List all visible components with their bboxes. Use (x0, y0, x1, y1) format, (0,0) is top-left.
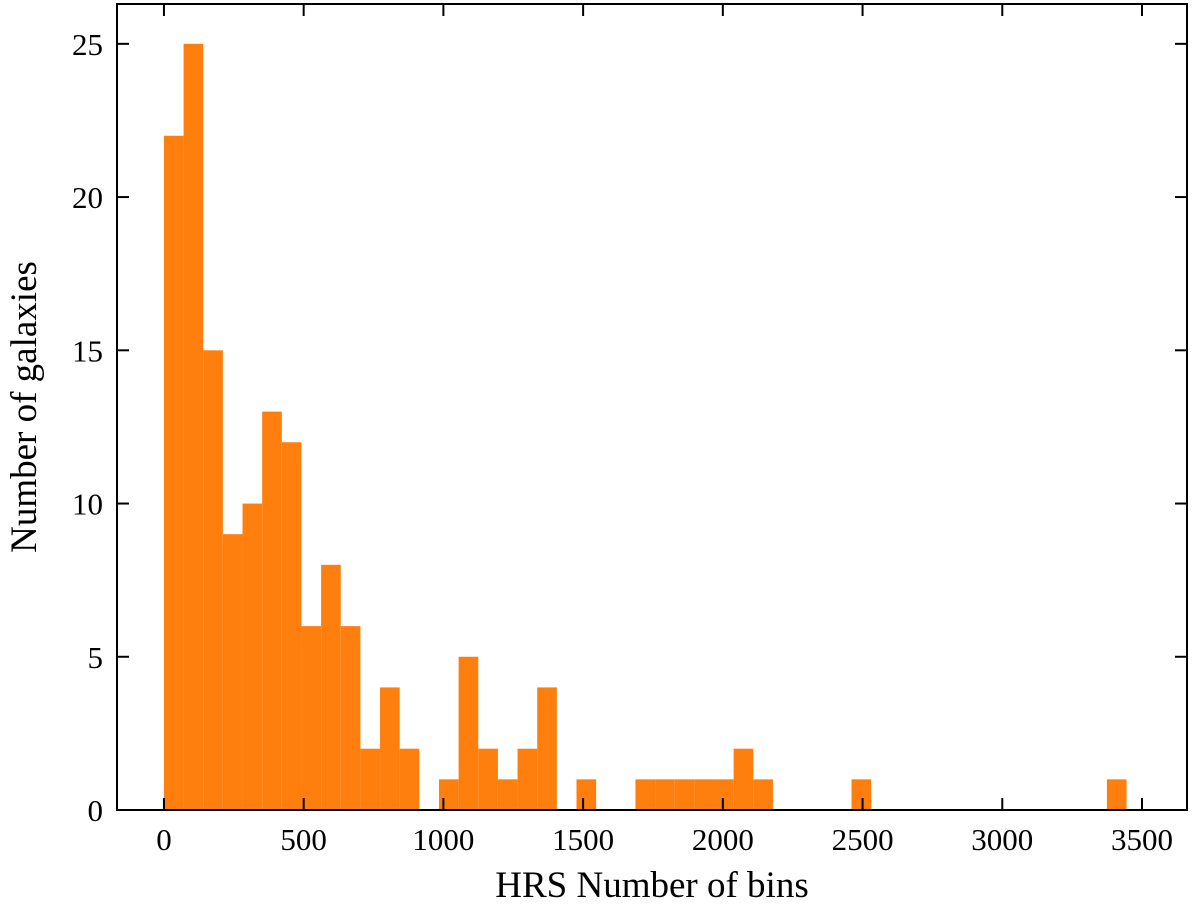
bar (733, 748, 754, 810)
bar (497, 779, 518, 810)
y-tick-label: 0 (88, 793, 104, 828)
bar (478, 748, 498, 810)
plot-frame (116, 3, 1188, 811)
bar (576, 779, 597, 810)
y-tick-label: 10 (72, 487, 103, 522)
x-tick-label: 1500 (552, 822, 614, 857)
x-tick-label: 0 (156, 822, 172, 857)
x-axis-label: HRS Number of bins (495, 865, 808, 906)
bar (537, 687, 557, 810)
bar (222, 534, 243, 810)
y-tick-label: 20 (72, 180, 103, 215)
bar (340, 626, 361, 810)
x-tick-label: 500 (280, 822, 327, 857)
bar (301, 626, 322, 810)
bar (458, 656, 479, 810)
y-axis-label: Number of galaxies (4, 261, 45, 553)
bar (163, 135, 184, 810)
bar (399, 748, 420, 810)
bar (262, 411, 282, 810)
x-tick-label: 2000 (692, 822, 754, 857)
bar (635, 779, 656, 810)
bar (517, 748, 538, 810)
bar (360, 748, 381, 810)
bar (380, 687, 400, 810)
y-tick-label: 5 (88, 640, 104, 675)
bar (321, 564, 341, 810)
x-tick-label: 3500 (1111, 822, 1173, 857)
bar (694, 779, 715, 810)
bar (714, 779, 734, 810)
bar (1106, 779, 1127, 810)
bar (242, 503, 263, 810)
bar (674, 779, 695, 810)
bar (753, 779, 773, 810)
x-tick-label: 3000 (971, 822, 1033, 857)
x-tick-label: 2500 (832, 822, 894, 857)
x-tick-label: 1000 (412, 822, 474, 857)
bar (438, 779, 459, 810)
y-tick-label: 15 (72, 333, 103, 368)
bar (183, 43, 204, 810)
bar (281, 442, 302, 810)
bar (851, 779, 872, 810)
y-tick-label: 25 (72, 27, 103, 62)
bar (203, 350, 223, 810)
bar (655, 779, 675, 810)
